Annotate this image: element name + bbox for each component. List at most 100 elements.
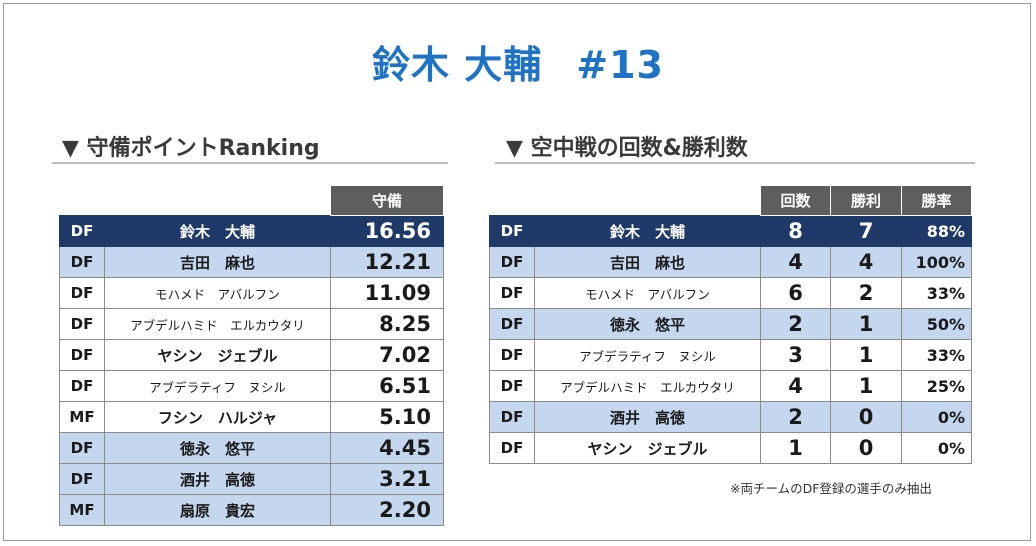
defense-points-cell: 8.25 xyxy=(330,308,444,340)
table-row: DF 酒井 高徳 3.21 xyxy=(59,463,444,495)
position-cell: DF xyxy=(59,277,105,309)
wins-cell: 1 xyxy=(830,308,902,340)
position-cell: DF xyxy=(59,246,105,278)
aerial-divider xyxy=(495,162,975,164)
count-cell: 2 xyxy=(760,401,831,433)
player-cell: アブデルハミド エルカウタリ xyxy=(104,308,331,340)
table-row: DF 徳永 悠平 4.45 xyxy=(59,432,444,464)
defense-points-cell: 16.56 xyxy=(330,215,444,247)
player-cell: 徳永 悠平 xyxy=(534,308,761,340)
table-row: DF アブデルハミド エルカウタリ 8.25 xyxy=(59,308,444,340)
position-cell: DF xyxy=(489,308,535,340)
table-row: DF 吉田 麻也 4 4 100% xyxy=(489,246,972,278)
rate-cell: 25% xyxy=(901,370,972,402)
aerial-header-rate: 勝率 xyxy=(901,185,972,216)
aerial-header-blank xyxy=(490,186,535,216)
wins-cell: 0 xyxy=(830,432,902,464)
player-cell: アブデルハミド エルカウタリ xyxy=(534,370,761,402)
position-cell: DF xyxy=(59,339,105,371)
ranking-header-row: 守備 xyxy=(60,185,444,216)
rate-cell: 33% xyxy=(901,277,972,309)
ranking-header-blank xyxy=(105,186,331,216)
ranking-divider xyxy=(52,162,448,164)
player-cell: モハメド アバルフン xyxy=(534,277,761,309)
rate-cell: 88% xyxy=(901,215,972,247)
position-cell: DF xyxy=(489,277,535,309)
position-cell: DF xyxy=(489,246,535,278)
aerial-table: 回数 勝利 勝率 DF 鈴木 大輔 8 7 88% DF 吉田 麻也 4 4 1… xyxy=(489,185,972,464)
table-row: DF アブデラティフ ヌシル 6.51 xyxy=(59,370,444,402)
table-row: MF フシン ハルジャ 5.10 xyxy=(59,401,444,433)
rate-cell: 100% xyxy=(901,246,972,278)
wins-cell: 2 xyxy=(830,277,902,309)
count-cell: 8 xyxy=(760,215,831,247)
player-cell: フシン ハルジャ xyxy=(104,401,331,433)
wins-cell: 1 xyxy=(830,370,902,402)
position-cell: DF xyxy=(59,308,105,340)
count-cell: 4 xyxy=(760,370,831,402)
table-row: DF 鈴木 大輔 8 7 88% xyxy=(489,215,972,247)
rate-cell: 50% xyxy=(901,308,972,340)
player-cell: モハメド アバルフン xyxy=(104,277,331,309)
table-row: DF ヤシン ジェブル 1 0 0% xyxy=(489,432,972,464)
defense-points-cell: 11.09 xyxy=(330,277,444,309)
position-cell: DF xyxy=(59,370,105,402)
player-cell: 酒井 高徳 xyxy=(534,401,761,433)
table-row: DF ヤシン ジェブル 7.02 xyxy=(59,339,444,371)
footnote: ※両チームのDF登録の選手のみ抽出 xyxy=(730,481,932,496)
wins-cell: 1 xyxy=(830,339,902,371)
aerial-header-count: 回数 xyxy=(760,185,831,216)
position-cell: DF xyxy=(489,401,535,433)
position-cell: DF xyxy=(59,215,105,247)
position-cell: DF xyxy=(489,339,535,371)
ranking-heading: ▼ 守備ポイントRanking xyxy=(62,136,320,161)
ranking-table: 守備 DF 鈴木 大輔 16.56 DF 吉田 麻也 12.21 DF モハメド… xyxy=(59,185,444,526)
rate-cell: 0% xyxy=(901,401,972,433)
player-cell: 鈴木 大輔 xyxy=(104,215,331,247)
player-cell: ヤシン ジェブル xyxy=(104,339,331,371)
ranking-header-blank xyxy=(60,186,105,216)
count-cell: 2 xyxy=(760,308,831,340)
aerial-heading: ▼ 空中戦の回数&勝利数 xyxy=(506,136,748,161)
count-cell: 1 xyxy=(760,432,831,464)
table-row: DF モハメド アバルフン 6 2 33% xyxy=(489,277,972,309)
count-cell: 4 xyxy=(760,246,831,278)
aerial-header-wins: 勝利 xyxy=(830,185,902,216)
table-row: MF 扇原 貴宏 2.20 xyxy=(59,494,444,526)
ranking-header-defense: 守備 xyxy=(330,185,444,216)
table-row: DF モハメド アバルフン 11.09 xyxy=(59,277,444,309)
player-cell: 吉田 麻也 xyxy=(104,246,331,278)
page-frame xyxy=(3,3,1031,541)
table-row: DF 鈴木 大輔 16.56 xyxy=(59,215,444,247)
table-row: DF 吉田 麻也 12.21 xyxy=(59,246,444,278)
defense-points-cell: 5.10 xyxy=(330,401,444,433)
table-row: DF アブデラティフ ヌシル 3 1 33% xyxy=(489,339,972,371)
wins-cell: 4 xyxy=(830,246,902,278)
rate-cell: 0% xyxy=(901,432,972,464)
defense-points-cell: 2.20 xyxy=(330,494,444,526)
count-cell: 3 xyxy=(760,339,831,371)
player-number: #13 xyxy=(576,43,664,87)
rate-cell: 33% xyxy=(901,339,972,371)
position-cell: DF xyxy=(59,432,105,464)
position-cell: DF xyxy=(59,463,105,495)
position-cell: DF xyxy=(489,215,535,247)
defense-points-cell: 7.02 xyxy=(330,339,444,371)
defense-points-cell: 3.21 xyxy=(330,463,444,495)
table-row: DF 徳永 悠平 2 1 50% xyxy=(489,308,972,340)
position-cell: MF xyxy=(59,494,105,526)
page-title: 鈴木 大輔 #13 xyxy=(0,34,1036,89)
defense-points-cell: 4.45 xyxy=(330,432,444,464)
player-cell: 酒井 高徳 xyxy=(104,463,331,495)
defense-points-cell: 6.51 xyxy=(330,370,444,402)
wins-cell: 0 xyxy=(830,401,902,433)
player-cell: アブデラティフ ヌシル xyxy=(104,370,331,402)
player-cell: ヤシン ジェブル xyxy=(534,432,761,464)
defense-points-cell: 12.21 xyxy=(330,246,444,278)
position-cell: DF xyxy=(489,370,535,402)
wins-cell: 7 xyxy=(830,215,902,247)
position-cell: DF xyxy=(489,432,535,464)
aerial-header-row: 回数 勝利 勝率 xyxy=(490,185,972,216)
player-cell: アブデラティフ ヌシル xyxy=(534,339,761,371)
table-row: DF アブデルハミド エルカウタリ 4 1 25% xyxy=(489,370,972,402)
